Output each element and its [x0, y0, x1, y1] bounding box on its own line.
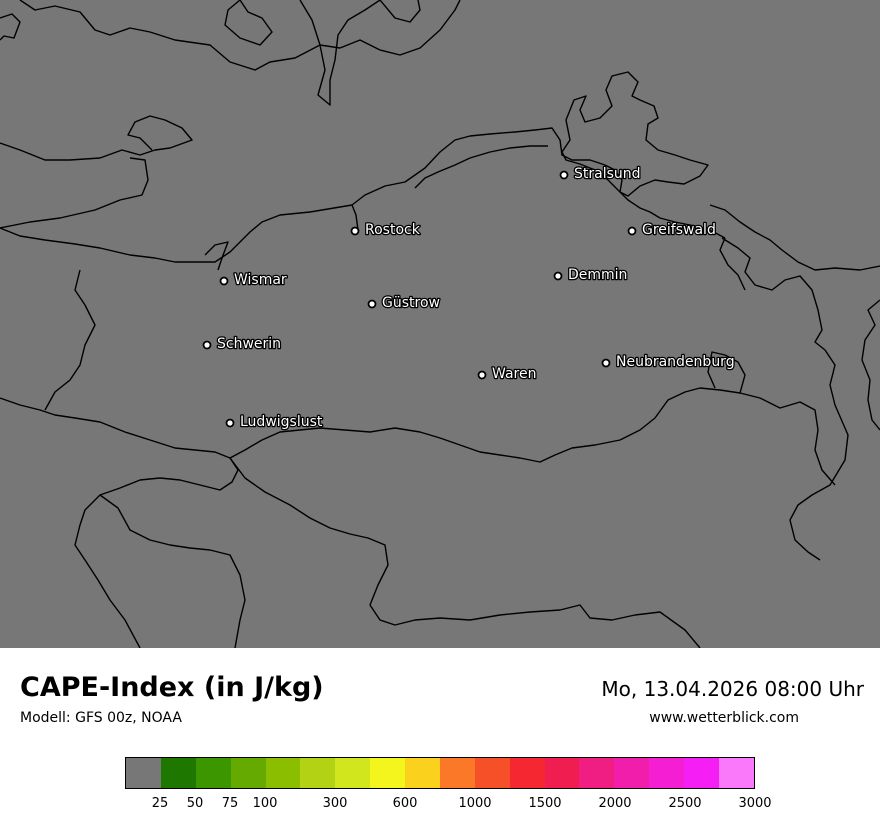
coastline	[414, 145, 548, 189]
city-label: Neubrandenburg	[616, 354, 735, 370]
colorbar-segment	[230, 758, 266, 788]
state-border	[74, 457, 239, 648]
city-label: Greifswald	[642, 222, 716, 238]
city-marker	[477, 370, 487, 380]
city-marker	[202, 340, 212, 350]
coastline	[204, 241, 229, 271]
city-label: Ludwigslust	[240, 414, 323, 430]
coastline	[0, 157, 149, 229]
colorbar-segment	[718, 758, 754, 788]
map-background	[0, 0, 880, 648]
colorbar	[125, 757, 755, 789]
model-info: Modell: GFS 00z, NOAA	[20, 710, 182, 726]
coastline	[0, 13, 21, 41]
city-marker	[350, 226, 360, 236]
city-marker	[553, 271, 563, 281]
coastline	[721, 237, 849, 561]
colorbar-segment	[126, 758, 161, 788]
colorbar-tick-label: 75	[221, 796, 239, 811]
colorbar-segment	[509, 758, 545, 788]
colorbar-segment	[614, 758, 650, 788]
coastline	[0, 115, 193, 161]
colorbar-segment	[684, 758, 719, 788]
colorbar-segment	[335, 758, 371, 788]
coastline	[19, 0, 461, 71]
state-border	[229, 457, 701, 648]
city-label: Stralsund	[574, 166, 641, 182]
city-marker	[225, 418, 235, 428]
coastlines-and-borders	[0, 0, 880, 648]
coastline	[709, 204, 880, 271]
colorbar-segment	[265, 758, 301, 788]
city-label: Demmin	[568, 267, 627, 283]
colorbar-tick-label: 600	[392, 796, 418, 811]
state-border	[99, 494, 246, 648]
city-marker	[367, 299, 377, 309]
colorbar-segment	[474, 758, 510, 788]
colorbar-segment	[649, 758, 684, 788]
city-label: Waren	[492, 366, 536, 382]
cities: Stralsund Rostock Greifswald Wismar Demmin Gü…	[202, 165, 736, 431]
state-border	[707, 351, 746, 394]
forecast-datetime: Mo, 13.04.2026 08:00 Uhr	[601, 677, 864, 701]
colorbar-tick-label: 50	[186, 796, 204, 811]
colorbar-segment	[579, 758, 615, 788]
colorbar-segment	[160, 758, 196, 788]
coastline	[561, 71, 709, 197]
map: Stralsund Rostock Greifswald Wismar Demmin Gü…	[0, 0, 880, 648]
website-url: www.wetterblick.com	[649, 710, 799, 726]
city-label: Wismar	[234, 272, 287, 288]
city-label: Rostock	[365, 222, 421, 238]
colorbar-segment	[544, 758, 580, 788]
coastline	[719, 237, 746, 291]
state-border	[44, 269, 96, 411]
colorbar-tick-label: 1000	[458, 796, 492, 811]
city-label: Güstrow	[382, 295, 440, 311]
colorbar-ticks: 25 50 75 100 300 600 1000 1500 2000 2500 3000	[0, 796, 880, 816]
map-title: CAPE-Index (in J/kg)	[20, 672, 324, 703]
colorbar-segment	[370, 758, 405, 788]
city-label: Schwerin	[217, 336, 281, 352]
coastline	[861, 299, 880, 431]
colorbar-segment	[439, 758, 475, 788]
coastline	[299, 0, 381, 106]
city-marker	[559, 170, 569, 180]
coastline	[379, 0, 421, 23]
state-border	[0, 387, 836, 486]
coastline	[351, 204, 359, 231]
colorbar-segment	[405, 758, 440, 788]
colorbar-segment	[300, 758, 336, 788]
coastline	[0, 127, 726, 263]
colorbar-tick-label: 2500	[668, 796, 702, 811]
colorbar-tick-label: 2000	[598, 796, 632, 811]
colorbar-segment	[195, 758, 231, 788]
colorbar-tick-label: 300	[322, 796, 348, 811]
coastline	[224, 0, 273, 46]
city-marker	[627, 226, 637, 236]
colorbar-tick-label: 100	[252, 796, 278, 811]
colorbar-tick-label: 3000	[738, 796, 772, 811]
colorbar-tick-label: 1500	[528, 796, 562, 811]
city-marker	[219, 276, 229, 286]
city-marker	[601, 358, 611, 368]
colorbar-tick-label: 25	[151, 796, 169, 811]
